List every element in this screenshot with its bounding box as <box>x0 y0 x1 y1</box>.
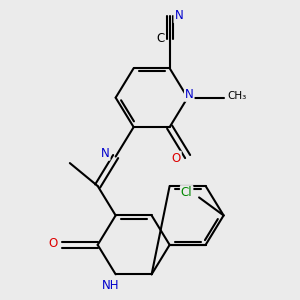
Text: O: O <box>48 237 57 250</box>
Text: O: O <box>172 152 181 165</box>
Text: N: N <box>174 9 183 22</box>
Text: C: C <box>156 32 165 45</box>
Text: N: N <box>185 88 194 101</box>
Text: NH: NH <box>102 279 119 292</box>
Text: CH₃: CH₃ <box>228 91 247 101</box>
Text: Cl: Cl <box>181 186 193 199</box>
Text: N: N <box>101 147 110 160</box>
